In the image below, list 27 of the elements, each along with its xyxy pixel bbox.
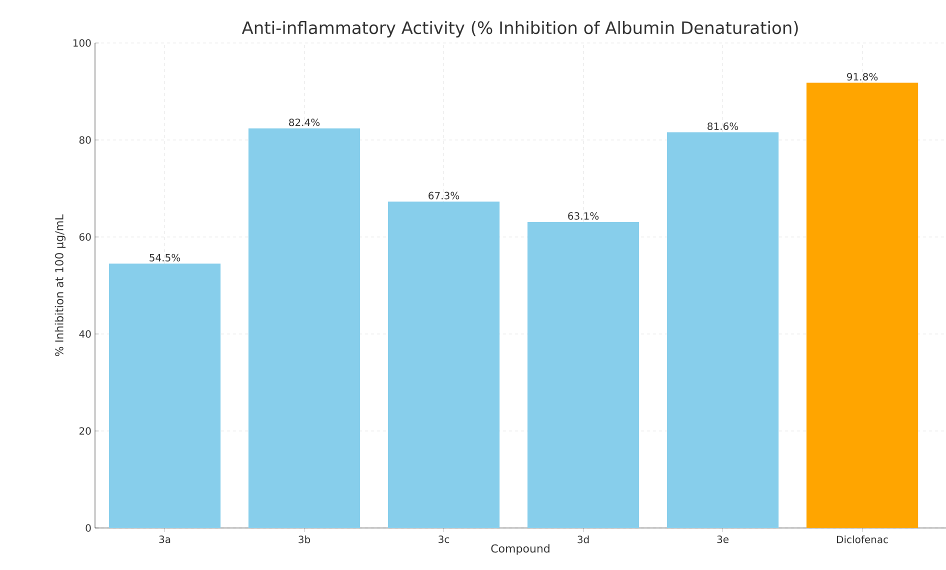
y-axis-title: % Inhibition at 100 µg/mL bbox=[54, 214, 66, 356]
x-tick-label: Diclofenac bbox=[837, 536, 888, 544]
x-tick-label: 3e bbox=[717, 536, 729, 544]
bar bbox=[666, 132, 779, 528]
bar bbox=[248, 128, 360, 528]
data-label: 67.3% bbox=[428, 192, 460, 200]
bar bbox=[806, 82, 918, 528]
x-tick-label: 3c bbox=[438, 536, 450, 544]
data-label: 82.4% bbox=[289, 118, 320, 126]
x-tick-label: 3a bbox=[159, 536, 170, 544]
y-tick-label: 20 bbox=[79, 427, 91, 435]
x-tick-label: 3d bbox=[578, 536, 589, 544]
y-tick-label: 100 bbox=[73, 39, 91, 47]
bar bbox=[527, 222, 640, 528]
y-tick-label: 80 bbox=[79, 136, 91, 144]
data-label: 91.8% bbox=[847, 72, 878, 81]
bar bbox=[388, 202, 500, 528]
data-label: 54.5% bbox=[150, 254, 180, 262]
chart-title: Anti-inflammatory Activity (% Inhibition of Albumin Denaturation) bbox=[242, 21, 798, 38]
data-label: 63.1% bbox=[568, 212, 599, 220]
y-tick-label: 60 bbox=[79, 233, 91, 241]
y-tick-label: 0 bbox=[86, 524, 91, 532]
x-tick-label: 3b bbox=[298, 536, 310, 544]
bar bbox=[108, 264, 221, 528]
y-tick-label: 40 bbox=[79, 330, 91, 338]
x-axis-title: Compound bbox=[491, 544, 550, 555]
data-label: 81.6% bbox=[708, 122, 738, 130]
